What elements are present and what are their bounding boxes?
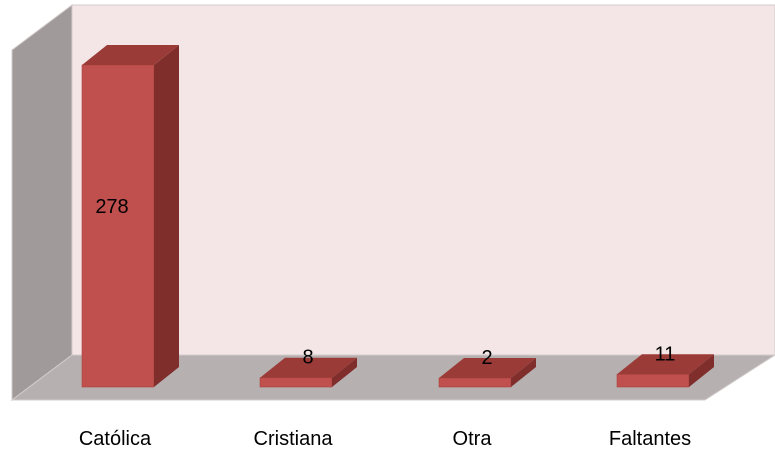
bar-front [617, 374, 689, 387]
tick-label: Faltantes [609, 428, 691, 450]
tick-label: Otra [453, 428, 493, 450]
bar-front [439, 378, 511, 387]
category-axis: Católica Cristiana Otra Faltantes [79, 428, 691, 450]
tick-label: Cristiana [254, 428, 334, 450]
bar-front [82, 65, 154, 387]
side-wall [12, 5, 72, 400]
bar-front [260, 378, 332, 387]
data-label: 11 [655, 343, 676, 365]
data-label: 2 [481, 347, 492, 369]
tick-label: Católica [79, 428, 152, 450]
data-label: 278 [95, 196, 128, 218]
bar-side [154, 45, 179, 387]
data-label: 8 [302, 347, 313, 369]
